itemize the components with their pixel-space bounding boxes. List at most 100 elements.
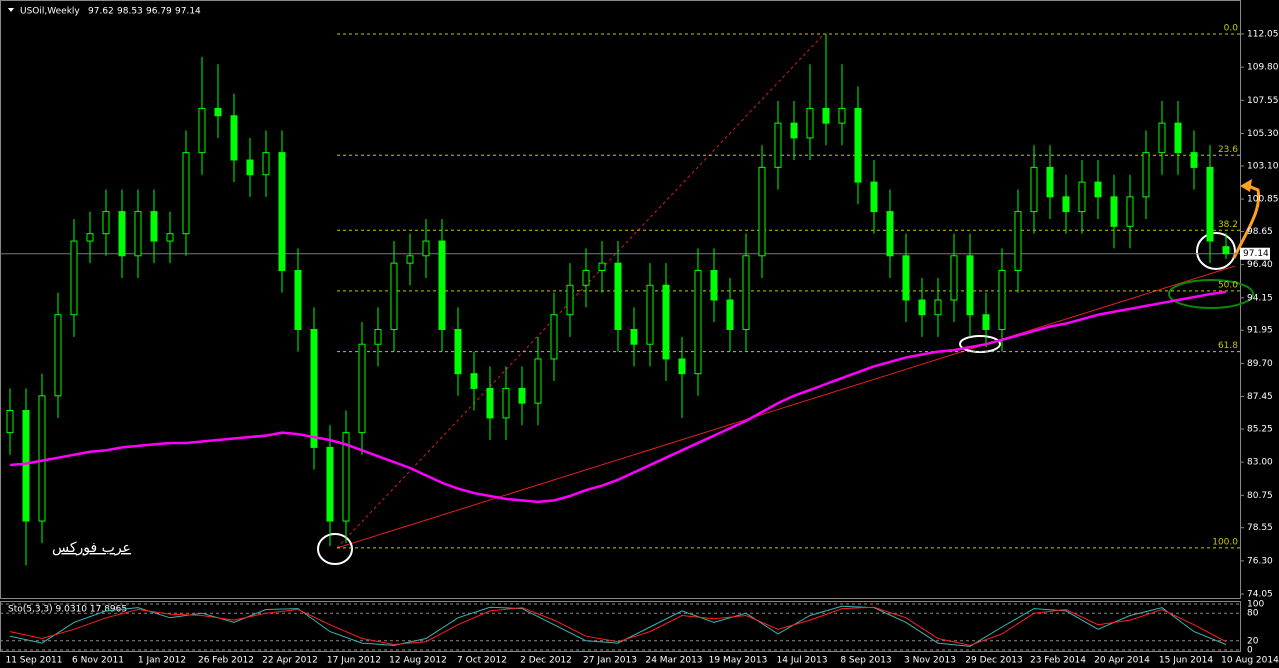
candle-body — [182, 152, 190, 235]
candle-body — [358, 343, 366, 434]
y-tick-label: 0 — [1247, 646, 1253, 656]
y-tick-label: 74.05 — [1247, 590, 1273, 600]
chart-title: USOil,Weekly — [20, 7, 80, 17]
candle-body — [342, 432, 350, 522]
candle-body — [534, 358, 542, 404]
candle-body — [646, 284, 654, 345]
candle-body — [998, 270, 1006, 330]
candle-body — [598, 262, 606, 272]
y-tick-label: 78.55 — [1247, 523, 1273, 533]
candle-body — [550, 314, 558, 360]
candle-body — [438, 240, 446, 330]
x-tick-label: 6 Nov 2011 — [72, 656, 124, 666]
x-tick-label: 8 Sep 2013 — [840, 656, 891, 666]
x-tick-label: 19 May 2013 — [709, 656, 768, 666]
x-tick-label: 15 Jun 2014 — [1159, 656, 1213, 666]
candle-body — [134, 211, 142, 257]
candle-body — [854, 107, 862, 183]
candle-body — [934, 299, 942, 316]
y-tick-label: 112.05 — [1247, 30, 1279, 40]
candle-body — [630, 328, 638, 345]
candle-body — [38, 395, 46, 522]
candle-body — [1190, 152, 1198, 168]
y-tick-label: 98.65 — [1247, 227, 1273, 237]
candle-body — [246, 159, 254, 176]
candle-body — [54, 314, 62, 397]
sub-title: Sto(5,3,3) 9.0310 17.8965 — [8, 605, 127, 615]
candle-body — [422, 240, 430, 257]
candle-body — [694, 270, 702, 375]
header-value: 97.14 — [175, 7, 201, 17]
candle-body — [310, 328, 318, 448]
fib-label: 50.0 — [1218, 280, 1238, 290]
x-tick-label: 17 Jun 2012 — [327, 656, 381, 666]
circle-marker — [317, 533, 353, 565]
y-tick-label: 76.30 — [1247, 556, 1273, 566]
candle-body — [502, 387, 510, 419]
y-tick-label: 87.45 — [1247, 392, 1273, 402]
x-tick-label: 2 Dec 2012 — [520, 656, 572, 666]
candle-body — [22, 410, 30, 522]
candle-body — [1062, 196, 1070, 213]
x-tick-label: 20 Apr 2014 — [1094, 656, 1150, 666]
y-tick-label: 89.70 — [1247, 359, 1273, 369]
y-tick-label: 80.75 — [1247, 491, 1273, 501]
fib-label: 23.6 — [1218, 145, 1238, 155]
x-tick-label: 14 Jul 2013 — [777, 656, 828, 666]
y-tick-label: 85.25 — [1247, 424, 1273, 434]
x-tick-label: 1 Jan 2012 — [138, 656, 186, 666]
y-tick-label: 109.80 — [1247, 63, 1279, 73]
fib-label: 0.0 — [1224, 24, 1239, 34]
menu-arrow — [8, 8, 14, 12]
candle-body — [870, 181, 878, 213]
y-tick-label: 100 — [1247, 600, 1264, 610]
candle-body — [454, 328, 462, 375]
candle-body — [390, 262, 398, 330]
x-tick-label: 27 Jan 2013 — [583, 656, 637, 666]
fib-label: 100.0 — [1212, 537, 1238, 547]
stochastic-main — [9, 605, 1227, 647]
candle-body — [566, 284, 574, 316]
candle-body — [294, 270, 302, 330]
candle-body — [486, 387, 494, 419]
candle-body — [886, 211, 894, 257]
x-tick-label: 29 Dec 2013 — [965, 656, 1023, 666]
candle-body — [758, 166, 766, 257]
candle-body — [806, 107, 814, 139]
candle-body — [6, 410, 14, 434]
candle-body — [918, 299, 926, 316]
candle-body — [582, 270, 590, 286]
header-value: 96.79 — [146, 7, 172, 17]
sub-frame — [0, 601, 1241, 652]
candle-body — [118, 211, 126, 257]
circle-marker — [1196, 232, 1236, 270]
candle-body — [214, 107, 222, 117]
candle-body — [710, 270, 718, 301]
arrow-head — [1240, 179, 1252, 192]
candle-body — [1142, 152, 1150, 198]
candle-body — [950, 255, 958, 301]
y-tick-label: 107.55 — [1247, 96, 1279, 106]
circle-marker — [1168, 279, 1254, 309]
candle-body — [902, 255, 910, 301]
x-tick-label: 3 Nov 2013 — [904, 656, 956, 666]
candle-body — [374, 328, 382, 345]
x-tick-label: 26 Feb 2012 — [198, 656, 254, 666]
candle-body — [1030, 166, 1038, 213]
y-tick-label: 80 — [1247, 609, 1259, 619]
y-tick-label: 91.95 — [1247, 326, 1273, 336]
candle-body — [406, 255, 414, 264]
candle-body — [1126, 196, 1134, 227]
candle-body — [1158, 122, 1166, 154]
candle-body — [86, 233, 94, 242]
candle-body — [278, 152, 286, 272]
candle-body — [1094, 181, 1102, 198]
y-tick-label: 94.15 — [1247, 293, 1273, 303]
trend-line — [336, 265, 1236, 549]
arrow — [1232, 183, 1261, 259]
y-tick-label: 83.00 — [1247, 458, 1273, 468]
candle-body — [1014, 211, 1022, 272]
candle-body — [230, 115, 238, 161]
